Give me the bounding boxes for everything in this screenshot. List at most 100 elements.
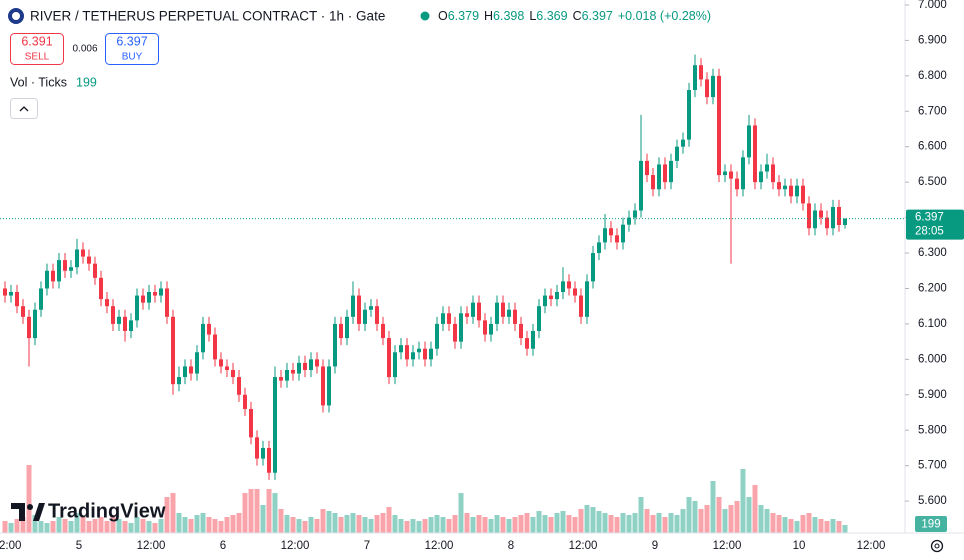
x-tick-label: 12:00 — [425, 540, 454, 552]
volume-bar — [128, 523, 134, 533]
buy-button[interactable] — [105, 33, 159, 65]
y-tick-label: 6.200 — [918, 283, 947, 295]
volume-bar — [842, 525, 848, 533]
candle-body — [345, 316, 349, 339]
volume-bar — [26, 465, 32, 533]
candle-body — [381, 323, 385, 339]
candle-body — [525, 338, 529, 349]
volume-bar — [578, 509, 584, 533]
sell-price: 6.391 — [21, 34, 52, 48]
candle-body — [63, 260, 67, 271]
volume-bar — [122, 521, 128, 533]
volume-bar — [806, 513, 812, 533]
volume-bar — [350, 513, 356, 533]
volume-bar — [302, 521, 308, 533]
sell-button[interactable] — [10, 33, 64, 65]
candle-body — [741, 157, 745, 190]
candle-body — [183, 366, 187, 378]
volume-bar — [80, 517, 86, 533]
candle-body — [663, 164, 667, 183]
volume-bar — [446, 519, 452, 533]
candle-body — [51, 270, 55, 282]
change: +0.018 (+0.28%) — [618, 9, 711, 23]
volume-bar — [512, 517, 518, 533]
volume-bar — [20, 517, 26, 533]
volume-bar — [668, 513, 674, 533]
candle-body — [153, 292, 157, 296]
candle-body — [789, 185, 793, 197]
volume-bar — [428, 517, 434, 533]
volume-bar — [374, 515, 380, 533]
sell-label: SELL — [25, 52, 50, 63]
volume-bar — [752, 485, 758, 533]
candle-body — [387, 338, 391, 378]
volume-bar — [50, 521, 56, 533]
volume-bar — [338, 517, 344, 533]
candle-body — [261, 447, 265, 459]
volume-bar — [260, 505, 266, 533]
candle-body — [543, 295, 547, 307]
candle-body — [105, 299, 109, 307]
ohlc-value: 6.379 — [448, 9, 479, 23]
volume-label: 199 — [921, 519, 940, 531]
y-tick-label: 5.700 — [918, 460, 947, 472]
collapse-button[interactable] — [10, 98, 38, 119]
last-price-label: 6.397 — [915, 212, 944, 224]
candle-body — [285, 369, 289, 381]
volume-bar — [524, 513, 530, 533]
volume-bar — [92, 519, 98, 533]
candle-body — [621, 224, 625, 243]
settings-icon[interactable] — [930, 539, 944, 553]
candle-body — [321, 366, 325, 406]
candle-body — [243, 394, 247, 409]
volume-bar — [284, 515, 290, 533]
volume-bar — [224, 517, 230, 533]
volume-bar — [776, 515, 782, 533]
volume-bar — [398, 519, 404, 533]
volume-bar — [746, 497, 752, 533]
candle-body — [429, 348, 433, 360]
volume-bar — [440, 517, 446, 533]
candle-body — [447, 313, 451, 324]
candle-body — [711, 75, 715, 98]
candle-body — [201, 323, 205, 353]
volume-layer — [2, 465, 848, 533]
market-status — [420, 11, 430, 21]
volume-bar — [458, 493, 464, 533]
ohlc-value: 6.397 — [582, 9, 613, 23]
candle-body — [81, 249, 85, 257]
candle-body — [645, 160, 649, 176]
candle-body — [33, 309, 37, 339]
volume-bar — [734, 501, 740, 533]
volume-bar — [8, 523, 14, 533]
volume-bar — [200, 513, 206, 533]
volume-bar — [56, 517, 62, 533]
candle-body — [405, 345, 409, 360]
candle-body — [339, 323, 343, 339]
candle-body — [453, 323, 457, 342]
logo-text: TradingView — [48, 500, 166, 522]
candle-body — [813, 210, 817, 229]
volume-bar — [824, 521, 830, 533]
x-tick-label: 12:00 — [137, 540, 166, 552]
y-tick-label: 5.900 — [918, 389, 947, 401]
y-tick-label: 6.600 — [918, 141, 947, 153]
candle-body — [69, 267, 73, 271]
candle-body — [231, 369, 235, 378]
volume-bar — [218, 521, 224, 533]
volume-bar — [464, 513, 470, 533]
volume-bar — [146, 521, 152, 533]
volume-bar — [710, 481, 716, 533]
volume-bar — [212, 519, 218, 533]
volume-bar — [758, 505, 764, 533]
volume-bar — [38, 521, 44, 533]
buy-label: BUY — [122, 52, 143, 63]
logo-dot — [27, 504, 33, 510]
candle-body — [171, 316, 175, 385]
candle-body — [735, 178, 739, 190]
volume-bar — [506, 519, 512, 533]
candle-body — [57, 260, 61, 282]
volume-bar — [656, 513, 662, 533]
volume-bar — [368, 519, 374, 533]
x-tick-label: 10 — [793, 540, 806, 552]
